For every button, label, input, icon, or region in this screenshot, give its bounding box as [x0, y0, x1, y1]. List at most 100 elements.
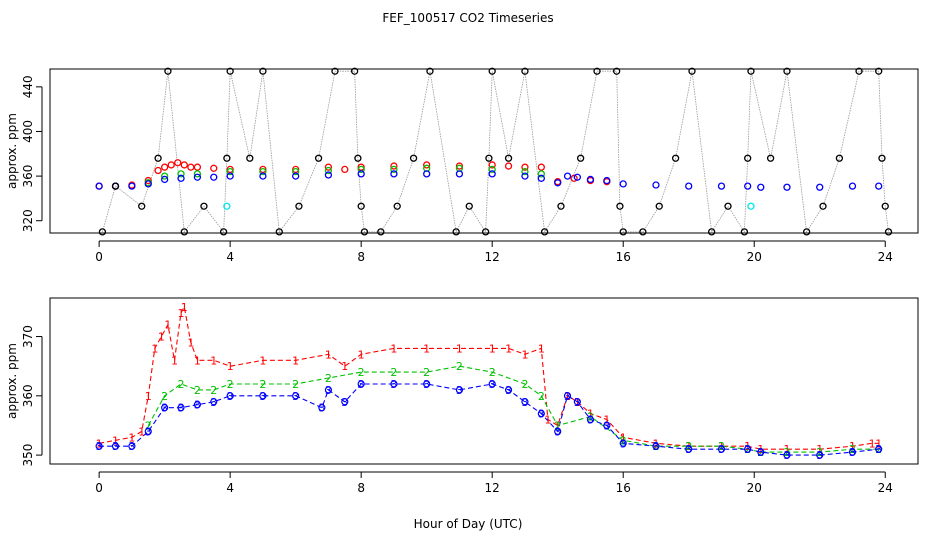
top-point-black — [613, 67, 621, 75]
top-y-tick-label: 320 — [21, 209, 35, 232]
bottom-marker-series-1: 1 — [390, 342, 397, 355]
bottom-marker-series-2: 2 — [178, 378, 185, 391]
bottom-point-series-3 — [95, 442, 103, 450]
bottom-marker-series-3: 3 — [744, 443, 751, 456]
bottom-marker-series-3: 3 — [390, 378, 397, 391]
top-point-black — [377, 228, 385, 236]
bottom-marker-series-1: 1 — [112, 434, 119, 447]
bottom-y-tick-label: 360 — [21, 384, 35, 407]
top-point-blue — [563, 172, 572, 180]
bottom-marker-series-3: 3 — [325, 384, 332, 397]
top-point-red — [341, 165, 349, 174]
bottom-marker-series-1: 1 — [325, 348, 332, 361]
bottom-point-series-3 — [488, 380, 496, 388]
top-point-black — [881, 202, 889, 210]
bottom-marker-series-3: 3 — [521, 396, 528, 409]
bottom-point-series-3 — [603, 421, 611, 430]
bottom-point-series-3 — [423, 380, 431, 388]
top-point-black — [138, 202, 146, 210]
bottom-point-series-3 — [128, 442, 136, 450]
top-point-blue — [783, 183, 791, 191]
bottom-marker-series-3: 3 — [178, 402, 185, 415]
top-point-blue — [619, 180, 627, 188]
top-point-red — [174, 159, 182, 167]
top-point-black — [521, 67, 529, 75]
top-point-black — [884, 228, 893, 236]
top-point-black — [593, 67, 601, 75]
bottom-marker-series-1: 1 — [544, 414, 551, 427]
top-point-blue — [573, 173, 582, 181]
top-point-red — [357, 163, 365, 171]
bottom-y-tick-label: 350 — [21, 444, 35, 467]
bottom-point-series-3 — [521, 398, 529, 406]
bottom-point-series-3 — [144, 427, 152, 435]
top-point-blue — [586, 175, 595, 184]
top-point-green — [292, 167, 300, 176]
bottom-marker-series-1: 1 — [181, 301, 188, 314]
figure-title: FEF_100517 CO2 Timeseries — [382, 11, 553, 25]
top-point-red — [324, 163, 333, 171]
top-point-blue — [521, 172, 529, 180]
top-point-black — [619, 228, 627, 236]
top-point-cyan — [223, 202, 231, 210]
top-point-blue — [685, 182, 693, 190]
bottom-marker-series-3: 3 — [685, 443, 692, 456]
bottom-marker-series-2: 2 — [744, 443, 751, 456]
bottom-marker-series-1: 1 — [171, 354, 178, 367]
bottom-marker-series-2: 2 — [757, 446, 764, 459]
bottom-point-series-3 — [226, 392, 234, 400]
top-point-blue — [390, 170, 398, 178]
top-point-red — [488, 161, 496, 169]
bottom-marker-series-2: 2 — [521, 378, 528, 391]
bottom-point-series-3 — [210, 398, 218, 406]
bottom-marker-series-3: 3 — [194, 399, 201, 412]
bottom-marker-series-1: 1 — [869, 437, 876, 450]
top-point-black — [540, 228, 549, 236]
top-point-blue — [488, 170, 496, 178]
top-point-black — [485, 154, 493, 162]
top-point-black — [616, 202, 624, 210]
bottom-marker-series-1: 1 — [816, 443, 823, 456]
bottom-marker-series-1: 1 — [538, 342, 545, 355]
bottom-x-tick-label: 24 — [878, 481, 893, 495]
top-point-blue — [717, 182, 726, 190]
top-point-blue — [554, 179, 562, 187]
top-y-tick-label: 400 — [21, 120, 35, 143]
bottom-marker-series-2: 2 — [652, 440, 659, 453]
top-point-black — [452, 228, 460, 236]
top-point-black — [819, 202, 827, 210]
top-point-black — [219, 228, 228, 236]
bottom-marker-series-3: 3 — [849, 446, 856, 459]
bottom-marker-series-2: 2 — [390, 366, 397, 379]
top-point-blue — [848, 182, 857, 190]
bottom-x-axis: 0 4 8 12 16 20 24 — [95, 471, 893, 495]
bottom-marker-series-1: 1 — [620, 431, 627, 444]
top-point-red — [160, 163, 169, 171]
top-point-black — [409, 154, 418, 162]
top-x-tick-label: 24 — [878, 250, 893, 264]
bottom-marker-series-1: 1 — [587, 408, 594, 421]
top-point-blue — [210, 173, 218, 181]
top-data-points — [95, 67, 893, 236]
bottom-marker-series-1: 1 — [178, 307, 185, 320]
top-point-blue — [875, 182, 883, 190]
bottom-marker-series-1: 1 — [783, 443, 790, 456]
top-x-tick-label: 16 — [616, 250, 631, 264]
top-point-green — [193, 170, 202, 178]
bottom-point-series-3 — [586, 415, 595, 424]
top-point-black — [164, 67, 172, 75]
bottom-marker-series-2: 2 — [292, 378, 299, 391]
top-point-green — [537, 170, 545, 178]
bottom-marker-series-1: 1 — [564, 390, 571, 403]
top-point-black — [426, 67, 434, 75]
top-x-tick-label: 0 — [95, 250, 103, 264]
bottom-point-series-3 — [875, 445, 883, 453]
bottom-point-series-3 — [554, 427, 562, 435]
top-point-red — [292, 165, 300, 174]
bottom-marker-series-1: 1 — [849, 440, 856, 453]
bottom-marker-series-1: 1 — [489, 342, 496, 355]
bottom-marker-series-3: 3 — [489, 378, 496, 391]
bottom-marker-series-3: 3 — [96, 440, 103, 453]
